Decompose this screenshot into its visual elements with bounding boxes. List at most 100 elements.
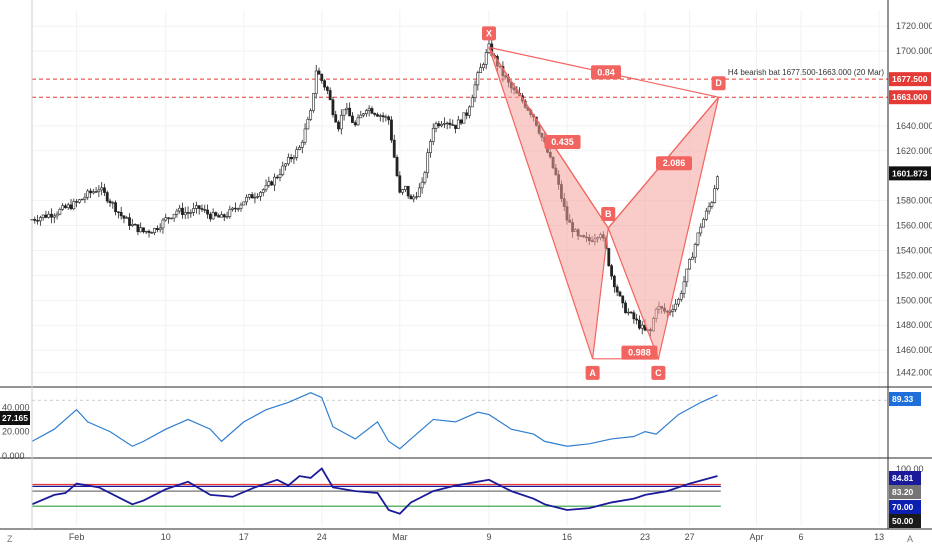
- candle-body: [364, 110, 368, 115]
- candle-body: [222, 214, 226, 218]
- candle-body: [482, 64, 485, 68]
- candle-body: [716, 176, 719, 190]
- candle-body: [242, 201, 246, 206]
- candle-body: [688, 259, 692, 270]
- candle-body: [345, 107, 349, 110]
- price-tick-label: 1540.000: [896, 245, 932, 255]
- horizontal-levels: 1677.500 1663.000 H4 bearish bat 1677.500-…: [32, 68, 931, 105]
- candle-body: [69, 204, 73, 210]
- candle-body: [635, 318, 639, 321]
- pattern-ratio-label: 0.84: [597, 67, 615, 77]
- candle-body: [217, 215, 221, 218]
- candle-body: [387, 116, 391, 121]
- candle-body: [147, 230, 151, 233]
- candle-body: [401, 189, 404, 193]
- candle-body: [334, 114, 338, 123]
- candle-body: [189, 212, 193, 214]
- candle-body: [426, 152, 430, 174]
- price-tick-label: 1720.000: [896, 21, 932, 31]
- candle-body: [640, 324, 644, 329]
- candle-body: [671, 309, 675, 312]
- candle-body: [284, 163, 287, 167]
- candle-body: [36, 220, 39, 222]
- candle-body: [306, 119, 310, 130]
- x-tick-label: 10: [161, 532, 171, 542]
- candle-body: [234, 207, 237, 210]
- candle-body: [624, 302, 627, 314]
- x-tick-label: 23: [640, 532, 650, 542]
- candle-body: [615, 286, 619, 293]
- price-tick-label: 1442.000: [896, 368, 932, 378]
- candle-body: [203, 209, 207, 211]
- candle-body: [64, 205, 67, 209]
- candle-body: [702, 219, 705, 228]
- candle-body: [409, 195, 413, 200]
- candle-body: [116, 211, 120, 213]
- candle-body: [77, 199, 81, 203]
- candle-body: [214, 212, 218, 216]
- candle-body: [303, 128, 307, 143]
- candle-body: [245, 196, 248, 203]
- candle-body: [373, 113, 377, 115]
- candle-body: [685, 268, 689, 283]
- candle-body: [618, 291, 622, 297]
- candle-body: [295, 149, 299, 158]
- oscillator-value-box: [889, 514, 921, 528]
- candle-body: [473, 84, 477, 99]
- candle-body: [239, 204, 243, 209]
- candle-body: [339, 114, 343, 130]
- candle-body: [259, 192, 262, 197]
- candle-body: [228, 209, 232, 217]
- rsi-current-left: 27.165: [2, 413, 28, 423]
- candle-body: [376, 114, 379, 117]
- candle-body: [164, 217, 168, 221]
- level-label-box: [889, 90, 931, 105]
- x-tick-label: Apr: [749, 532, 763, 542]
- candle-body: [208, 213, 212, 220]
- candle-body: [679, 293, 683, 300]
- price-tick-label: 1700.000: [896, 46, 932, 56]
- candle-body: [89, 190, 92, 194]
- candle-body: [273, 176, 276, 186]
- pattern-point-label: A: [589, 368, 596, 378]
- pattern-triangle-xab: [488, 47, 609, 360]
- candle-body: [677, 299, 680, 305]
- candle-body: [169, 217, 173, 220]
- x-tick-label: 6: [799, 532, 804, 542]
- candle-body: [197, 205, 201, 209]
- candle-body: [267, 181, 271, 186]
- oscillator-value-label: 84.81: [892, 473, 914, 483]
- candle-body: [75, 201, 78, 203]
- price-tick-label: 1640.000: [896, 121, 932, 131]
- candle-body: [80, 198, 84, 201]
- candle-body: [225, 216, 229, 218]
- candle-body: [122, 215, 126, 219]
- candle-body: [278, 174, 282, 178]
- candle-body: [119, 211, 123, 217]
- candle-body: [100, 187, 104, 191]
- candle-body: [211, 212, 215, 220]
- level-label-box: [889, 72, 931, 87]
- candle-body: [454, 124, 457, 129]
- candle-body: [378, 115, 382, 117]
- candle-body: [298, 147, 301, 150]
- candle-body: [415, 196, 418, 198]
- candle-body: [312, 93, 315, 111]
- candle-body: [94, 191, 98, 193]
- pattern-point-box: [481, 26, 496, 41]
- candle-body: [105, 192, 109, 202]
- oscillator-value-label: 50.00: [892, 516, 914, 526]
- candle-body: [91, 191, 95, 194]
- candle-body: [97, 189, 101, 192]
- harmonic-pattern[interactable]: X A B C D 0.84 0.435 0.988 2.086: [481, 26, 726, 380]
- candle-body: [337, 121, 340, 130]
- rsi-current-left-box: [0, 411, 30, 425]
- price-candles: [30, 38, 719, 337]
- candle-body: [420, 181, 424, 189]
- candle-body: [470, 97, 474, 108]
- candle-body: [33, 219, 37, 221]
- candle-body: [167, 217, 170, 219]
- candle-body: [186, 212, 190, 214]
- candle-body: [155, 228, 159, 230]
